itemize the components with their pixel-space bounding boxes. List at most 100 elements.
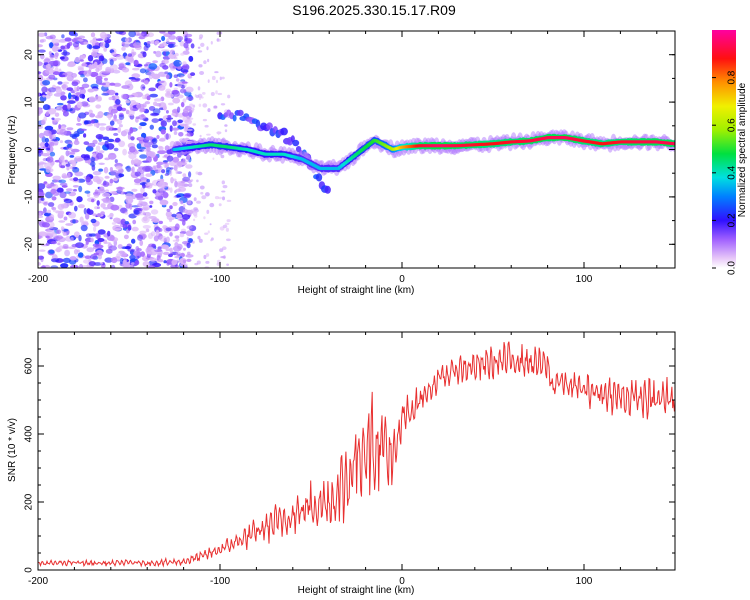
noise-cell [217,131,220,136]
noise-cell [103,46,108,52]
noise-cell [110,204,120,211]
noise-cell [80,154,87,159]
noise-cell [52,45,59,52]
noise-cell [192,123,197,126]
noise-cell [198,64,203,68]
noise-cell [86,44,92,49]
noise-cell [150,231,156,237]
noise-cell [99,82,107,86]
noise-cell [67,172,71,179]
noise-cell [172,90,181,97]
noise-cell [102,181,110,187]
noise-cell [38,231,47,236]
noise-cell [38,215,44,219]
noise-cell [156,135,160,139]
noise-cell [131,262,135,265]
noise-cell [210,239,213,242]
noise-cell [180,200,184,205]
noise-cell [66,203,70,207]
noise-cell [188,171,192,178]
noise-cell [113,177,118,182]
y-tick-label: 20 [24,49,35,61]
noise-cell [38,125,43,129]
noise-cell [142,261,150,267]
noise-cell [60,263,69,268]
noise-cell [97,254,102,260]
noise-cell [179,40,185,47]
x-tick-label: 0 [399,576,405,587]
noise-cell [165,93,174,98]
noise-cell [66,100,76,104]
noise-cell [118,114,125,120]
noise-cell [158,259,164,263]
noise-cell [135,246,140,252]
noise-cell [92,175,100,183]
noise-cell [59,156,65,163]
colorbar-label: Normalized spectral amplitude [737,82,748,217]
noise-cell [87,55,94,62]
noise-cell [91,88,99,92]
noise-cell [160,120,167,127]
noise-cell [222,224,228,229]
noise-cell [38,255,45,260]
noise-cell [78,86,85,90]
noise-cell [188,96,194,101]
snr-x-ticks: -200 -100 0 100 [28,332,658,587]
noise-cell [59,74,66,78]
noise-cell [67,150,71,155]
noise-cell [173,52,179,57]
noise-cell [46,156,54,163]
noise-cell [46,229,55,236]
noise-cell [129,127,134,134]
noise-cell [136,168,143,173]
noise-cell [141,165,151,172]
y-tick-label: 0 [24,567,35,573]
noise-cell [62,232,67,236]
noise-cell [197,171,203,176]
noise-cell [90,237,94,243]
noise-cell [159,43,164,48]
noise-cell [103,166,109,174]
noise-cell [165,88,172,94]
branch-cell [315,173,323,182]
noise-cell [134,77,141,81]
noise-cell [162,105,167,111]
noise-cell [136,103,145,109]
noise-cell [165,74,170,80]
noise-cell [54,52,59,57]
noise-cell [55,87,63,95]
noise-cell [71,73,77,78]
noise-cell [164,173,169,176]
noise-cell [92,152,97,158]
noise-cell [92,171,102,176]
noise-cell [222,196,225,201]
noise-cell [157,150,167,155]
noise-cell [151,73,161,80]
spectrogram-x-ticks: -200 -100 0 100 [28,31,658,285]
noise-cell [48,74,56,80]
noise-cell [39,162,47,165]
noise-cell [114,137,121,143]
branch-cell [237,109,244,117]
noise-cell [69,155,75,158]
noise-cell [93,194,99,198]
noise-cell [161,169,166,174]
noise-cell [186,236,189,242]
noise-cell [168,253,173,258]
noise-cell [126,165,131,172]
noise-cell [139,240,144,246]
noise-cell [130,159,135,165]
noise-cell [49,151,56,157]
noise-cell [88,63,93,71]
noise-cell [182,173,187,178]
noise-cell [132,219,137,225]
noise-cell [198,238,203,243]
noise-cell [51,117,55,120]
noise-cell [78,263,84,268]
noise-cell [185,86,194,93]
noise-cell [151,118,159,123]
noise-cell [100,211,105,216]
noise-cell [218,203,222,207]
noise-cell [123,234,129,240]
